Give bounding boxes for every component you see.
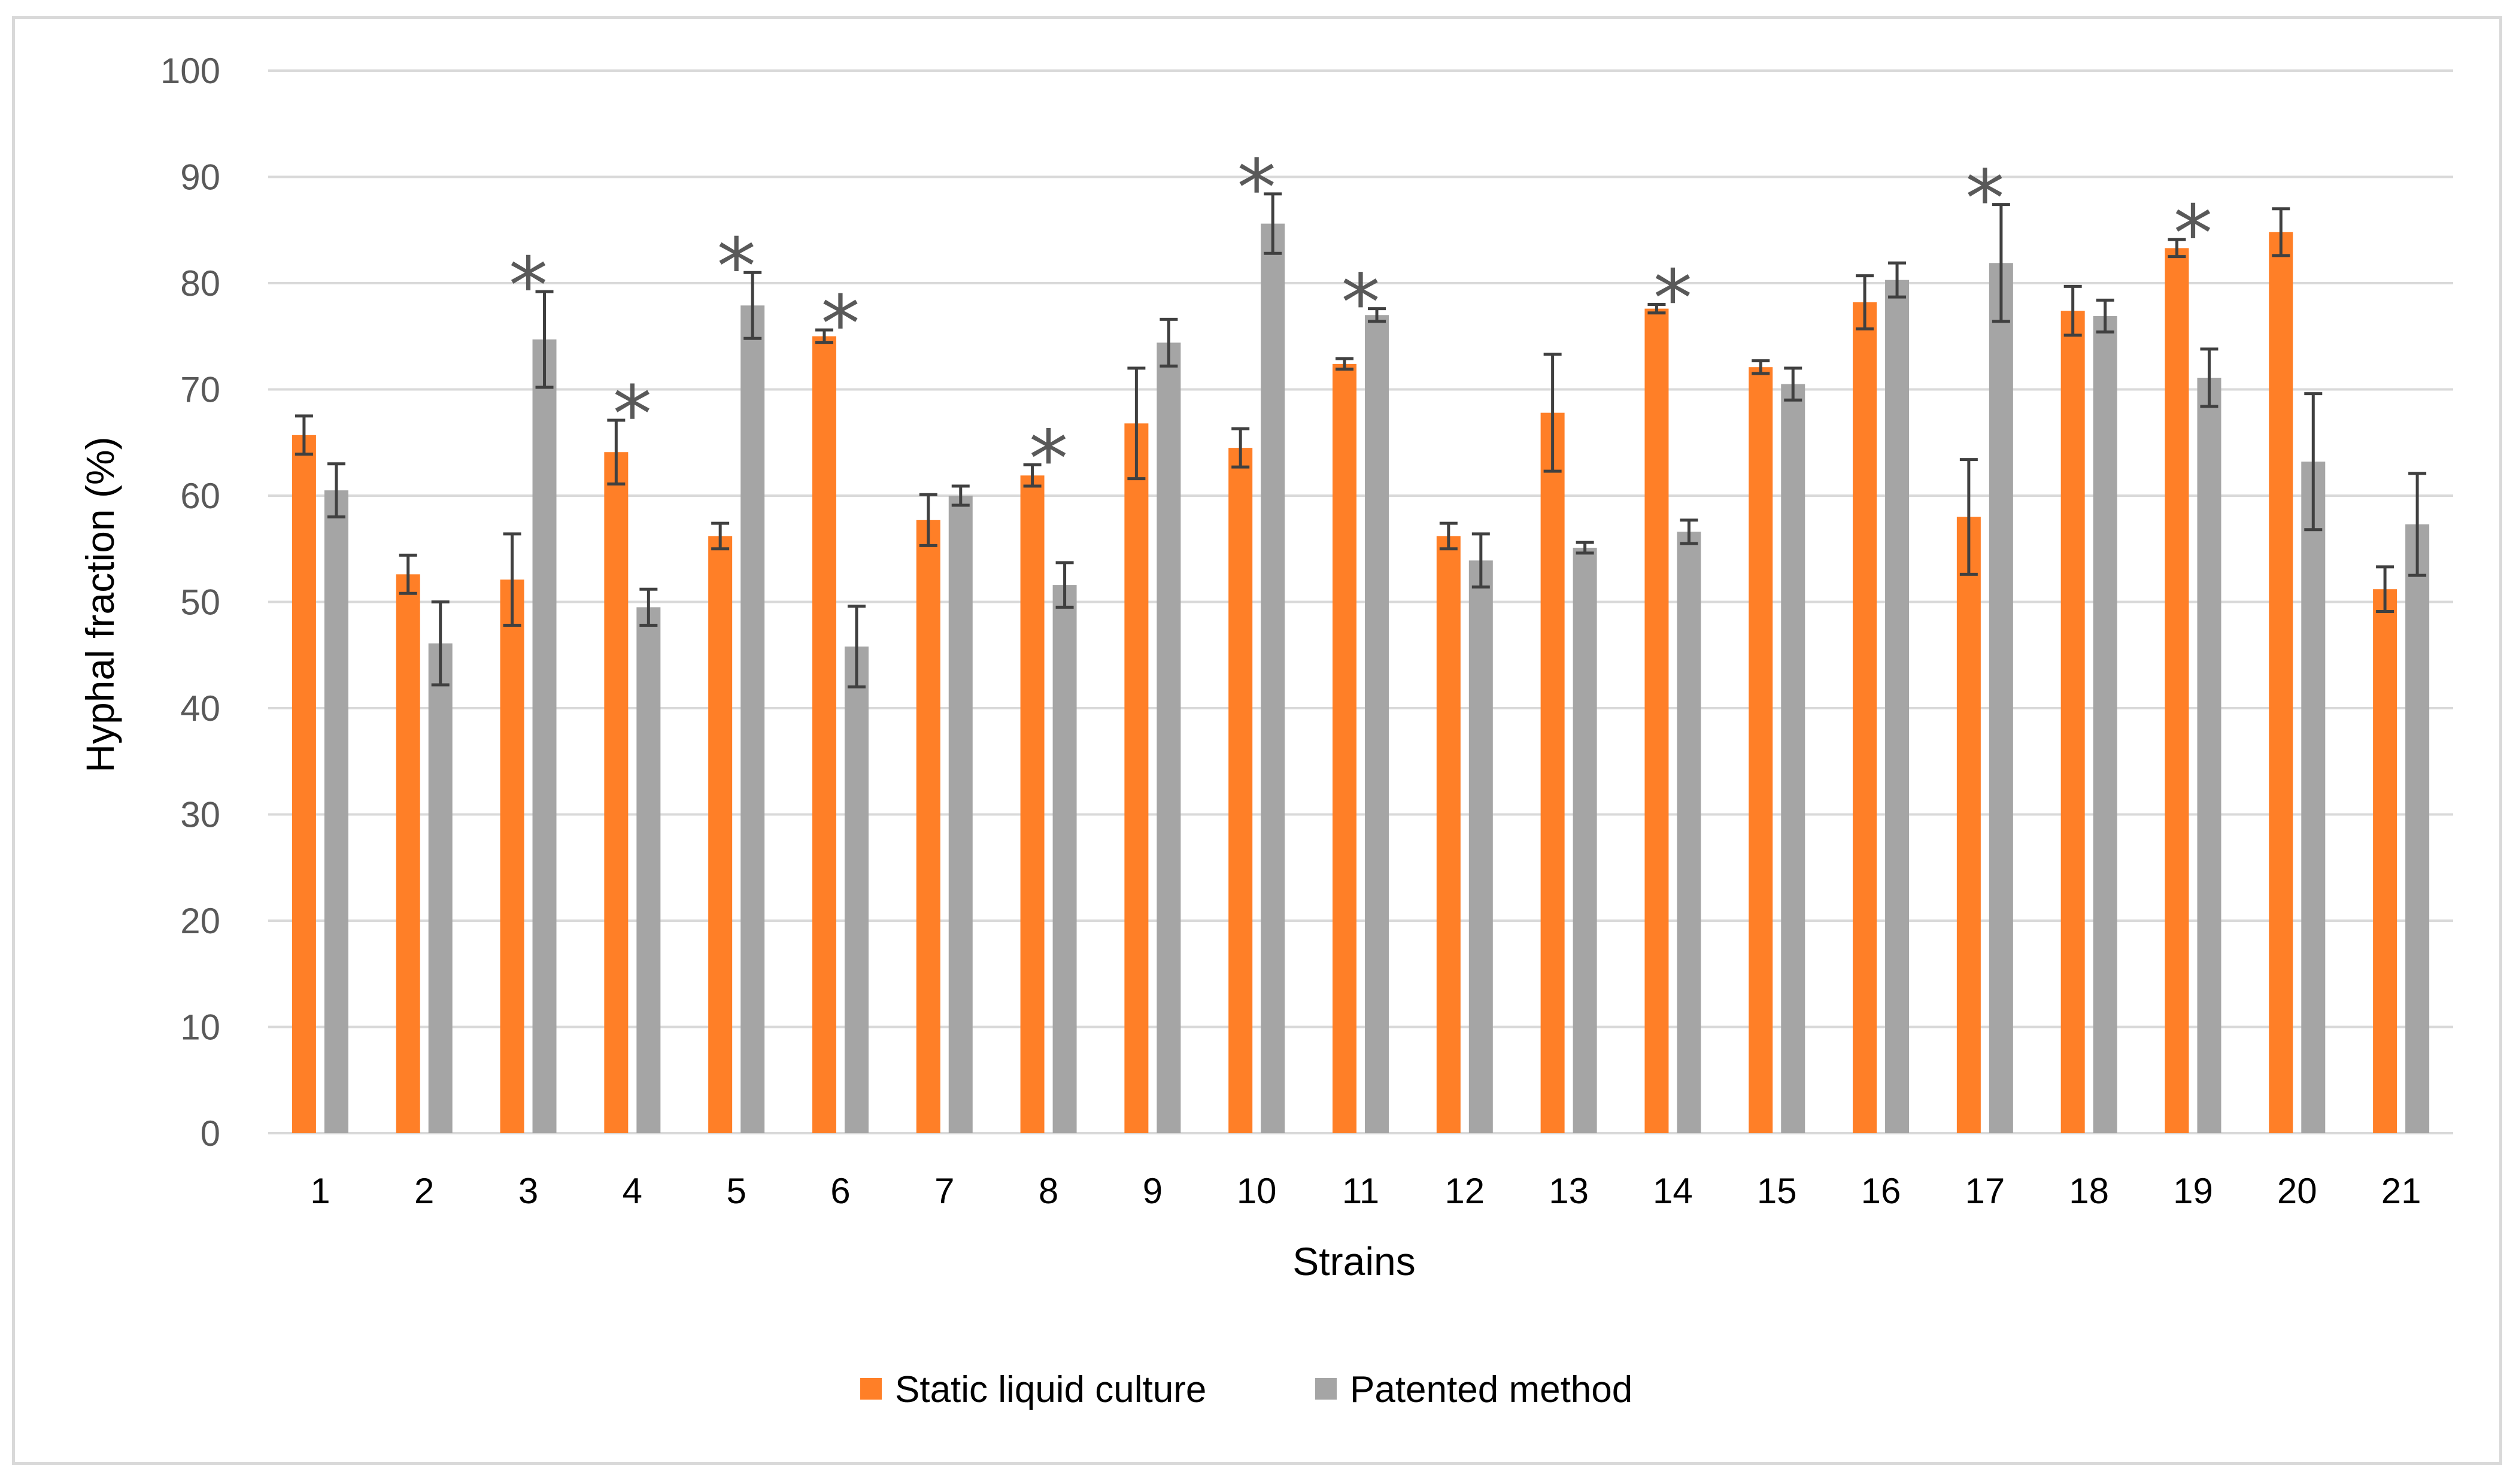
bar-static-21	[2373, 589, 2397, 1133]
significance-star-8: *	[1029, 414, 1068, 505]
x-tick-label-3: 3	[518, 1171, 538, 1211]
x-tick-label-12: 12	[1444, 1171, 1485, 1211]
bar-static-20	[2269, 232, 2293, 1133]
y-tick-label: 20	[180, 901, 220, 941]
bar-patented-19	[2197, 377, 2221, 1133]
bar-static-5	[708, 536, 733, 1133]
bar-patented-11	[1365, 315, 1389, 1133]
bar-static-9	[1124, 423, 1149, 1133]
x-tick-label-1: 1	[310, 1171, 330, 1211]
x-tick-label-11: 11	[1342, 1171, 1379, 1211]
significance-star-10: *	[1237, 142, 1276, 233]
x-tick-label-5: 5	[726, 1171, 746, 1211]
bar-static-12	[1436, 536, 1461, 1133]
x-tick-label-18: 18	[2069, 1171, 2109, 1211]
bar-patented-20	[2301, 462, 2326, 1134]
bar-patented-2	[428, 643, 453, 1133]
x-tick-label-13: 13	[1549, 1171, 1589, 1211]
bar-static-6	[812, 336, 836, 1133]
bar-static-11	[1333, 363, 1356, 1133]
bar-static-1	[292, 435, 316, 1134]
x-tick-label-20: 20	[2277, 1171, 2317, 1211]
bar-patented-16	[1885, 280, 1910, 1133]
bar-static-7	[916, 520, 940, 1134]
x-tick-label-15: 15	[1757, 1171, 1797, 1211]
bar-patented-5	[740, 305, 765, 1133]
significance-markers: * * * * * * * * * *	[509, 142, 2213, 505]
significance-star-4: *	[613, 369, 652, 460]
significance-star-11: *	[1342, 257, 1380, 348]
x-tick-label-8: 8	[1039, 1171, 1058, 1211]
error-bars	[295, 192, 2427, 688]
bar-patented-13	[1573, 547, 1597, 1133]
bar-patented-6	[844, 647, 869, 1133]
bar-patented-3	[532, 339, 557, 1134]
bar-patented-12	[1468, 560, 1493, 1133]
bar-static-14	[1644, 308, 1669, 1133]
significance-star-3: *	[509, 240, 548, 331]
bar-static-15	[1749, 367, 1773, 1133]
bar-static-17	[1956, 517, 1981, 1133]
y-tick-labels: 0 10 20 30 40 50 60 70 80 90 100	[160, 51, 220, 1154]
bar-static-4	[604, 452, 629, 1133]
x-tick-label-6: 6	[830, 1171, 850, 1211]
chart-frame	[12, 16, 2502, 1465]
x-tick-label-4: 4	[623, 1171, 642, 1211]
bar-static-18	[2060, 311, 2085, 1133]
y-tick-label: 80	[180, 263, 220, 304]
significance-star-17: *	[1965, 153, 2004, 244]
significance-star-14: *	[1653, 253, 1692, 344]
bar-static-16	[1853, 302, 1877, 1134]
y-tick-label: 0	[201, 1113, 220, 1154]
y-tick-label: 50	[180, 582, 220, 623]
y-tick-label: 40	[180, 688, 220, 729]
x-tick-label-16: 16	[1861, 1171, 1901, 1211]
x-tick-label-17: 17	[1965, 1171, 2005, 1211]
bar-static-2	[396, 574, 420, 1133]
bar-patented-1	[324, 490, 348, 1133]
y-axis-title: Hyphal fraction (%)	[78, 436, 122, 772]
x-tick-labels: 1 2 3 4 5 6 7 8 9 10 11 12 13 14 15 16 17 18 19 20 21	[310, 1171, 2421, 1211]
legend: Static liquid culture Patented method	[860, 1369, 1632, 1410]
bar-patented-4	[636, 607, 661, 1133]
x-tick-label-9: 9	[1143, 1171, 1163, 1211]
bar-patented-17	[1989, 263, 2013, 1133]
significance-star-6: *	[821, 278, 860, 369]
gridlines	[268, 69, 2453, 1134]
y-tick-label: 60	[180, 476, 220, 516]
x-tick-label-2: 2	[414, 1171, 434, 1211]
bar-patented-15	[1781, 384, 1805, 1133]
x-axis-title: Strains	[1292, 1239, 1415, 1283]
legend-swatch-static	[860, 1378, 882, 1400]
bar-static-8	[1020, 475, 1045, 1133]
x-tick-label-21: 21	[2381, 1171, 2421, 1211]
x-tick-label-7: 7	[934, 1171, 954, 1211]
significance-star-5: *	[717, 221, 756, 312]
bar-patented-14	[1677, 532, 1701, 1133]
y-tick-label: 10	[180, 1007, 220, 1048]
bar-patented-9	[1157, 342, 1181, 1133]
legend-swatch-patented	[1315, 1378, 1337, 1400]
bar-static-10	[1228, 448, 1253, 1133]
bars	[292, 223, 2430, 1134]
bar-patented-21	[2405, 524, 2430, 1133]
bar-patented-8	[1052, 585, 1077, 1133]
legend-label-patented: Patented method	[1350, 1369, 1632, 1410]
legend-label-static: Static liquid culture	[895, 1369, 1206, 1410]
bar-patented-7	[948, 496, 973, 1133]
significance-star-19: *	[2174, 188, 2213, 279]
bar-patented-10	[1261, 223, 1285, 1134]
y-tick-label: 30	[180, 795, 220, 835]
bar-patented-18	[2093, 316, 2117, 1133]
bar-static-19	[2165, 248, 2189, 1133]
y-tick-label: 90	[180, 157, 220, 198]
bar-static-13	[1540, 412, 1565, 1133]
x-tick-label-19: 19	[2173, 1171, 2213, 1211]
x-tick-label-14: 14	[1653, 1171, 1693, 1211]
bar-static-3	[500, 579, 524, 1133]
y-tick-label: 70	[180, 370, 220, 410]
x-tick-label-10: 10	[1237, 1171, 1277, 1211]
y-tick-label: 100	[160, 51, 220, 91]
